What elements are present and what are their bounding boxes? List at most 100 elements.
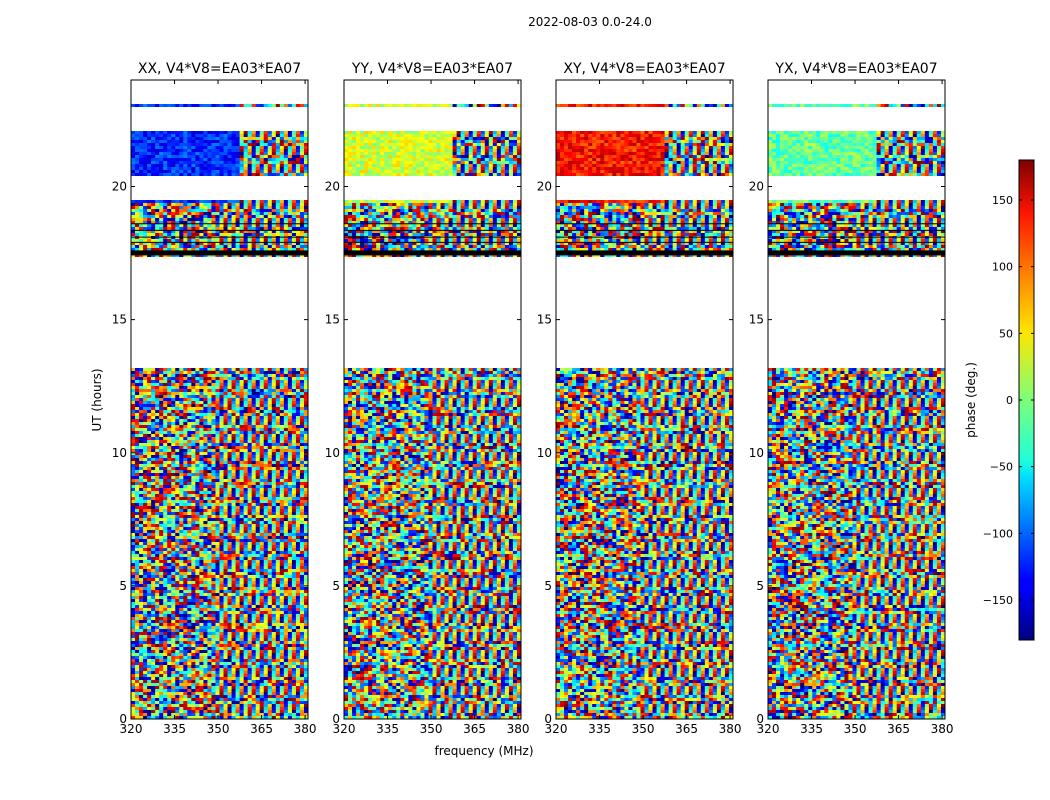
heatmap-cell <box>179 473 184 476</box>
heatmap-cell <box>131 206 136 209</box>
heatmap-cell <box>243 383 249 386</box>
heatmap-cell <box>287 530 293 533</box>
heatmap-cell <box>147 131 152 134</box>
heatmap-cell <box>135 512 140 515</box>
heatmap-cell <box>299 434 305 437</box>
heatmap-cell <box>271 131 277 134</box>
heatmap-cell <box>183 536 188 539</box>
heatmap-cell <box>227 164 232 167</box>
heatmap-cell <box>155 215 160 218</box>
heatmap-cell <box>163 146 168 149</box>
heatmap-cell <box>251 404 257 407</box>
heatmap-cell <box>251 392 257 395</box>
heatmap-cell <box>255 209 261 212</box>
heatmap-cell <box>175 449 180 452</box>
heatmap-cell <box>215 368 220 371</box>
heatmap-cell <box>147 146 152 149</box>
heatmap-cell <box>267 572 273 575</box>
heatmap-cell <box>171 215 176 218</box>
heatmap-cell <box>279 218 285 221</box>
heatmap-cell <box>211 383 216 386</box>
heatmap-cell <box>271 218 277 221</box>
heatmap-cell <box>151 248 156 251</box>
heatmap-cell <box>175 560 180 563</box>
heatmap-cell <box>135 590 140 593</box>
heatmap-cell <box>247 203 253 206</box>
heatmap-cell <box>143 530 148 533</box>
heatmap-cell <box>159 569 164 572</box>
heatmap-cell <box>239 596 245 599</box>
heatmap-cell <box>163 239 168 242</box>
heatmap-cell <box>267 140 273 143</box>
heatmap-cell <box>227 590 232 593</box>
heatmap-cell <box>167 221 172 224</box>
heatmap-cell <box>279 134 285 137</box>
heatmap-cell <box>147 563 152 566</box>
heatmap-cell <box>183 377 188 380</box>
heatmap-cell <box>271 575 277 578</box>
heatmap-cell <box>167 131 172 134</box>
heatmap-cell <box>303 479 309 482</box>
heatmap-cell <box>183 434 188 437</box>
heatmap-cell <box>287 212 293 215</box>
heatmap-cell <box>167 482 172 485</box>
heatmap-cell <box>223 461 228 464</box>
heatmap-cell <box>195 581 200 584</box>
heatmap-cell <box>163 374 168 377</box>
heatmap-cell <box>183 506 188 509</box>
heatmap-cell <box>195 446 200 449</box>
heatmap-cell <box>247 137 253 140</box>
heatmap-cell <box>215 134 220 137</box>
heatmap-cell <box>203 542 208 545</box>
heatmap-cell <box>263 590 269 593</box>
heatmap-cell <box>223 554 228 557</box>
heatmap-cell <box>191 527 196 530</box>
heatmap-cell <box>151 224 156 227</box>
heatmap-cell <box>279 395 285 398</box>
heatmap-cell <box>131 248 136 251</box>
heatmap-cell <box>239 146 245 149</box>
heatmap-cell <box>255 419 261 422</box>
heatmap-cell <box>263 467 269 470</box>
heatmap-cell <box>187 578 192 581</box>
heatmap-cell <box>235 404 241 407</box>
heatmap-cell <box>167 602 172 605</box>
heatmap-cell <box>251 407 257 410</box>
heatmap-cell <box>267 389 273 392</box>
heatmap-cell <box>195 407 200 410</box>
heatmap-cell <box>191 500 196 503</box>
heatmap-cell <box>299 425 305 428</box>
heatmap-cell <box>151 527 156 530</box>
heatmap-cell <box>187 173 192 176</box>
heatmap-cell <box>191 203 196 206</box>
heatmap-cell <box>207 467 212 470</box>
heatmap-cell <box>235 416 241 419</box>
heatmap-cell <box>191 206 196 209</box>
heatmap-cell <box>211 524 216 527</box>
heatmap-cell <box>199 515 204 518</box>
heatmap-cell <box>179 482 184 485</box>
heatmap-cell <box>251 515 257 518</box>
heatmap-cell <box>263 368 269 371</box>
heatmap-cell <box>143 584 148 587</box>
heatmap-cell <box>215 464 220 467</box>
heatmap-cell <box>223 455 228 458</box>
heatmap-cell <box>215 407 220 410</box>
heatmap-cell <box>215 389 220 392</box>
heatmap-cell <box>147 173 152 176</box>
heatmap-cell <box>215 596 220 599</box>
heatmap-cell <box>263 446 269 449</box>
heatmap-cell <box>215 476 220 479</box>
heatmap-cell <box>207 545 212 548</box>
heatmap-cell <box>287 389 293 392</box>
heatmap-cell <box>279 428 285 431</box>
heatmap-cell <box>247 509 253 512</box>
heatmap-cell <box>171 401 176 404</box>
heatmap-cell <box>183 458 188 461</box>
heatmap-cell <box>135 569 140 572</box>
heatmap-cell <box>279 539 285 542</box>
heatmap-cell <box>139 221 144 224</box>
heatmap-cell <box>235 431 241 434</box>
heatmap-cell <box>231 578 236 581</box>
heatmap-cell <box>219 167 224 170</box>
